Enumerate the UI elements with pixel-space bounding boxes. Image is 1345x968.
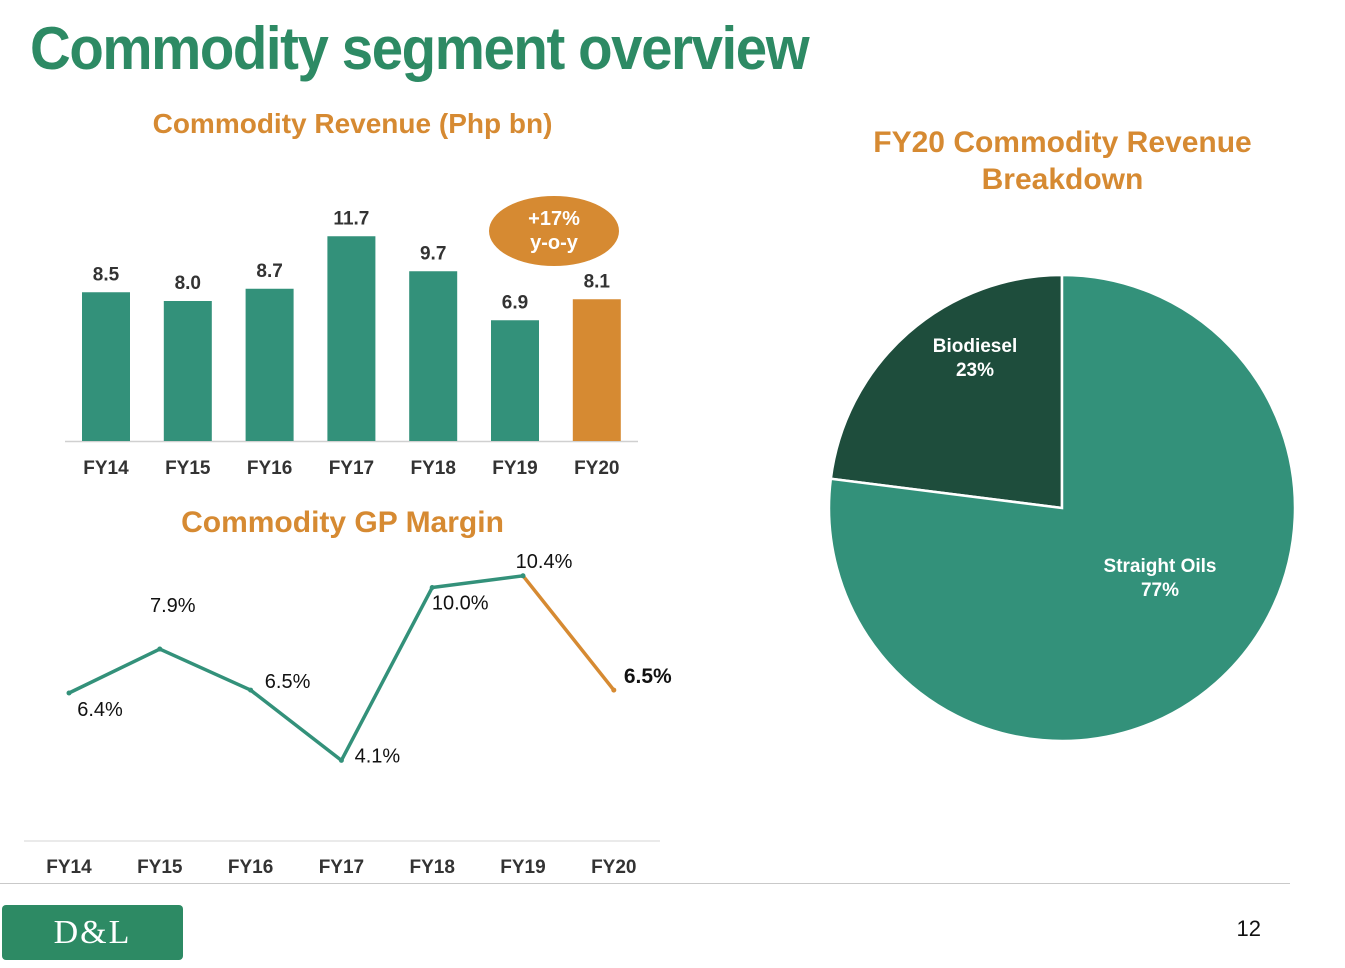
bar-x-tick-label: FY15 xyxy=(165,458,211,479)
line-x-tick-label: FY16 xyxy=(228,857,273,878)
company-logo: D&L xyxy=(2,905,183,960)
line-x-tick-label: FY20 xyxy=(591,857,636,878)
line-x-tick-label: FY19 xyxy=(500,857,545,878)
bar-value-label: 8.5 xyxy=(93,264,120,285)
gp-margin-point xyxy=(429,585,435,591)
bar-x-tick-label: FY18 xyxy=(410,458,455,479)
gp-margin-chart-title: Commodity GP Margin xyxy=(181,506,504,539)
revenue-bar-chart: 8.5 FY14 8.0 FY15 8.7 FY16 11.7 FY17 9.7 FY18 6.9 F… xyxy=(65,208,638,479)
revenue-bar xyxy=(245,288,294,441)
page-title: Commodity segment overview xyxy=(30,15,810,82)
pie-slice-percent-label: 77% xyxy=(1141,580,1179,601)
gp-margin-data-label: 4.1% xyxy=(355,745,401,767)
bar-value-label: 6.9 xyxy=(502,292,528,313)
revenue-bar xyxy=(327,236,376,441)
gp-margin-point xyxy=(66,690,72,696)
bar-x-tick-label: FY19 xyxy=(492,458,537,479)
gp-margin-point xyxy=(611,687,617,693)
badge-growth-label: y-o-y xyxy=(530,232,578,254)
line-x-tick-label: FY18 xyxy=(409,857,454,878)
gp-margin-point xyxy=(338,757,344,763)
revenue-bar xyxy=(163,301,212,441)
pie-slice-biodiesel xyxy=(829,273,1064,510)
gp-margin-point xyxy=(520,573,526,579)
bar-x-tick-label: FY14 xyxy=(83,458,129,479)
pie-slice-name-label: Biodiesel xyxy=(933,336,1017,357)
gp-margin-data-label: 10.4% xyxy=(516,551,573,573)
bar-x-tick-label: FY16 xyxy=(247,458,292,479)
badge-growth-value: +17% xyxy=(528,208,580,230)
line-x-tick-label: FY17 xyxy=(319,857,364,878)
line-x-tick-label: FY15 xyxy=(137,857,183,878)
gp-margin-data-label: 10.0% xyxy=(432,593,489,615)
gp-margin-series-line xyxy=(68,574,524,763)
gp-margin-data-label: 7.9% xyxy=(150,595,196,617)
revenue-chart-title: Commodity Revenue (Php bn) xyxy=(152,108,553,139)
bar-value-label: 9.7 xyxy=(420,243,446,264)
revenue-bar xyxy=(572,299,621,441)
gp-margin-point xyxy=(248,687,254,693)
bar-x-tick-label: FY17 xyxy=(329,458,374,479)
revenue-bar xyxy=(82,292,130,441)
gp-margin-point xyxy=(157,646,163,652)
pie-slice-straight-oils xyxy=(827,273,1297,743)
revenue-bar xyxy=(409,271,458,441)
gp-margin-data-label: 6.5% xyxy=(265,671,311,693)
bar-value-label: 8.7 xyxy=(256,261,282,282)
gp-margin-highlight-segment xyxy=(521,574,616,692)
pie-chart-title: FY20 Commodity Revenue Breakdown xyxy=(873,126,1252,196)
page-number: 12 xyxy=(1236,916,1261,941)
bar-x-tick-label: FY20 xyxy=(574,458,619,479)
pie-slice-percent-label: 23% xyxy=(956,360,994,381)
footer-divider xyxy=(0,883,1290,884)
gp-margin-line-chart: 6.4% FY14 7.9% FY15 6.5% FY16 4.1% FY17 10.0% FY1… xyxy=(24,551,672,878)
bar-value-label: 8.0 xyxy=(175,273,201,294)
bar-value-label: 11.7 xyxy=(333,208,369,229)
yoy-growth-badge: +17% y-o-y xyxy=(489,196,619,266)
bar-value-label: 8.1 xyxy=(584,271,611,292)
line-x-tick-label: FY14 xyxy=(46,857,92,878)
gp-margin-data-label: 6.5% xyxy=(624,665,672,688)
revenue-bar xyxy=(491,320,539,441)
gp-margin-data-label: 6.4% xyxy=(77,699,123,721)
pie-slice-name-label: Straight Oils xyxy=(1104,556,1217,577)
